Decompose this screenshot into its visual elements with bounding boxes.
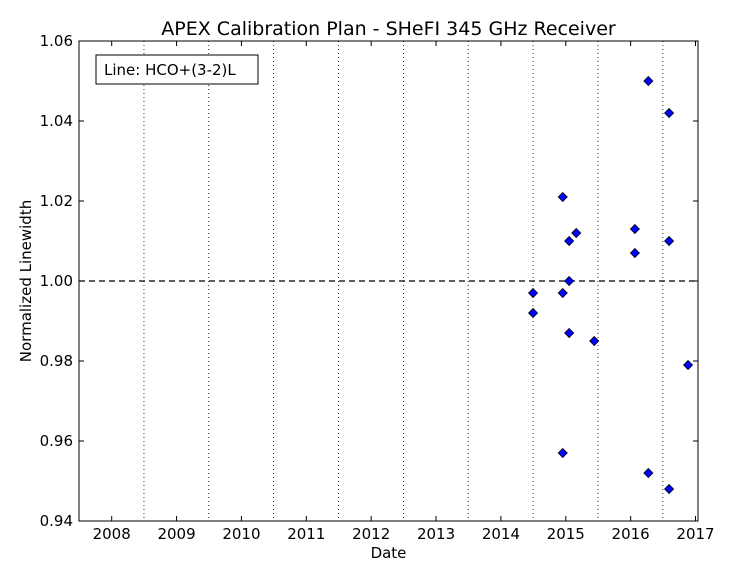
x-tick-label: 2015 (547, 525, 585, 543)
data-point (528, 287, 539, 299)
x-tick-label: 2009 (157, 525, 195, 543)
x-tick-label: 2012 (352, 525, 390, 543)
data-point (557, 191, 568, 203)
y-axis-label: Normalized Linewidth (17, 200, 35, 362)
data-point (664, 235, 675, 247)
y-tick-label: 1.04 (40, 112, 73, 130)
data-point (564, 327, 575, 339)
data-point (557, 447, 568, 459)
chart-title: APEX Calibration Plan - SHeFI 345 GHz Re… (161, 18, 616, 40)
x-tick-label: 2011 (287, 525, 325, 543)
data-point (683, 359, 694, 371)
ticks-layer: 2008 2009 2010 2011 2012 2013 2014 2015 2016 2017… (40, 32, 715, 543)
data-point (557, 287, 568, 299)
x-tick-label: 2013 (417, 525, 455, 543)
data-point (528, 307, 539, 319)
y-tick-label: 0.96 (40, 432, 73, 450)
x-tick-label: 2008 (93, 525, 131, 543)
y-tick-label: 0.94 (40, 512, 73, 530)
x-axis-label: Date (371, 544, 407, 562)
data-point (629, 223, 640, 235)
y-tick-label: 0.98 (40, 352, 73, 370)
data-point (664, 107, 675, 119)
points-layer (528, 75, 694, 495)
data-point (643, 467, 654, 479)
legend-box (95, 54, 259, 85)
data-point (564, 275, 575, 287)
data-point (571, 227, 582, 239)
x-tick-label: 2010 (222, 525, 260, 543)
legend: Line: HCO+(3-2)L (95, 54, 259, 85)
y-tick-label: 1.02 (40, 192, 73, 210)
x-tick-label: 2014 (482, 525, 520, 543)
data-point (643, 75, 654, 87)
y-tick-label: 1.00 (40, 272, 73, 290)
legend-label: Line: HCO+(3-2)L (104, 61, 236, 79)
data-point (664, 483, 675, 495)
data-point (629, 247, 640, 259)
y-tick-label: 1.06 (40, 32, 73, 50)
data-point (564, 235, 575, 247)
grid-layer (79, 41, 698, 521)
x-tick-label: 2017 (676, 525, 714, 543)
data-point (589, 335, 600, 347)
x-tick-label: 2016 (612, 525, 650, 543)
